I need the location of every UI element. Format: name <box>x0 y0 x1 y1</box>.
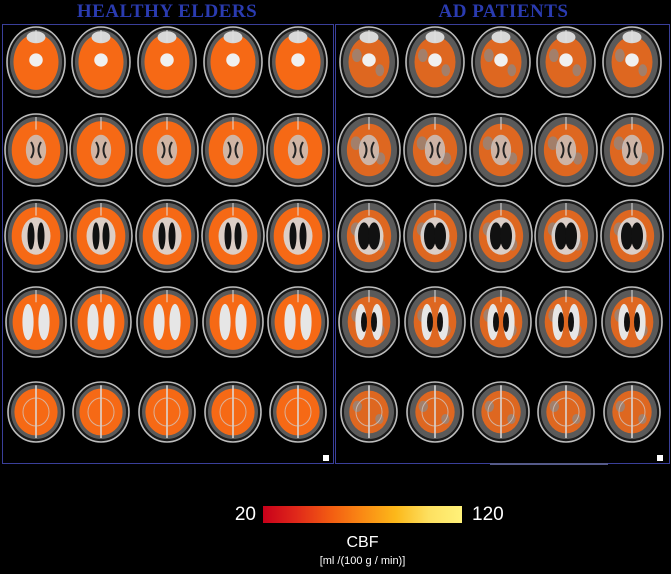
healthy-slice-r1-c3 <box>137 26 197 98</box>
healthy-slice-r5-c1 <box>7 381 65 443</box>
ad-slice-r2-c1 <box>337 113 401 187</box>
ad-slice-r3-c4 <box>534 199 598 273</box>
healthy-slice-r3-c4 <box>201 199 265 273</box>
healthy-slice-r1-c4 <box>203 26 263 98</box>
healthy-slice-r3-c1 <box>4 199 68 273</box>
healthy-slice-r1-c5 <box>268 26 328 98</box>
healthy-slice-r2-c3 <box>135 113 199 187</box>
ad-slice-r3-c5 <box>600 199 664 273</box>
ad-slice-r5-c3 <box>472 381 530 443</box>
healthy-slice-r2-c5 <box>266 113 330 187</box>
healthy-slice-r3-c5 <box>266 199 330 273</box>
ad-slice-r3-c3 <box>469 199 533 273</box>
healthy-slice-r2-c2 <box>69 113 133 187</box>
ad-slice-r4-c2 <box>404 286 466 358</box>
ad-slice-r5-c5 <box>603 381 661 443</box>
ad-slice-r5-c2 <box>406 381 464 443</box>
ad-slice-r2-c3 <box>469 113 533 187</box>
ad-slice-r2-c4 <box>534 113 598 187</box>
healthy-slice-r2-c1 <box>4 113 68 187</box>
colorbar-title: CBF <box>346 534 379 551</box>
healthy-elders-panel <box>2 24 334 464</box>
ad-slice-r2-c2 <box>403 113 467 187</box>
healthy-slice-r1-c2 <box>71 26 131 98</box>
scale-marker-right <box>657 455 663 461</box>
healthy-slice-r5-c5 <box>269 381 327 443</box>
healthy-slice-r4-c4 <box>202 286 264 358</box>
scale-line <box>490 463 608 465</box>
colorbar-min-label: 20 <box>234 504 256 525</box>
ad-slice-r3-c2 <box>403 199 467 273</box>
ad-slice-r1-c1 <box>339 26 399 98</box>
ad-slice-r1-c5 <box>602 26 662 98</box>
healthy-slice-r4-c1 <box>5 286 67 358</box>
colorbar-gradient <box>263 506 462 523</box>
ad-patients-title: AD PATIENTS <box>438 1 569 22</box>
brain-slice-grid <box>4 26 664 443</box>
healthy-slice-r5-c4 <box>204 381 262 443</box>
ad-slice-r5-c4 <box>537 381 595 443</box>
healthy-slice-r4-c2 <box>70 286 132 358</box>
healthy-slice-r4-c5 <box>267 286 329 358</box>
healthy-elders-title: HEALTHY ELDERS <box>76 1 258 22</box>
ad-slice-r2-c5 <box>600 113 664 187</box>
healthy-slice-r5-c3 <box>138 381 196 443</box>
colorbar-unit: [ml /(100 g / min)] <box>319 555 406 567</box>
ad-slice-r1-c4 <box>536 26 596 98</box>
healthy-slice-r4-c3 <box>136 286 198 358</box>
colorbar-max-label: 120 <box>472 504 504 525</box>
healthy-slice-r3-c2 <box>69 199 133 273</box>
healthy-slice-r1-c1 <box>6 26 66 98</box>
healthy-slice-r2-c4 <box>201 113 265 187</box>
cbf-colorbar <box>263 506 462 523</box>
scale-marker-left <box>323 455 329 461</box>
ad-slice-r4-c5 <box>601 286 663 358</box>
ad-slice-r1-c2 <box>405 26 465 98</box>
healthy-slice-r3-c3 <box>135 199 199 273</box>
ad-slice-r5-c1 <box>340 381 398 443</box>
ad-slice-r3-c1 <box>337 199 401 273</box>
ad-slice-r4-c4 <box>535 286 597 358</box>
ad-slice-r1-c3 <box>471 26 531 98</box>
healthy-slice-r5-c2 <box>72 381 130 443</box>
ad-slice-r4-c3 <box>470 286 532 358</box>
ad-slice-r4-c1 <box>338 286 400 358</box>
